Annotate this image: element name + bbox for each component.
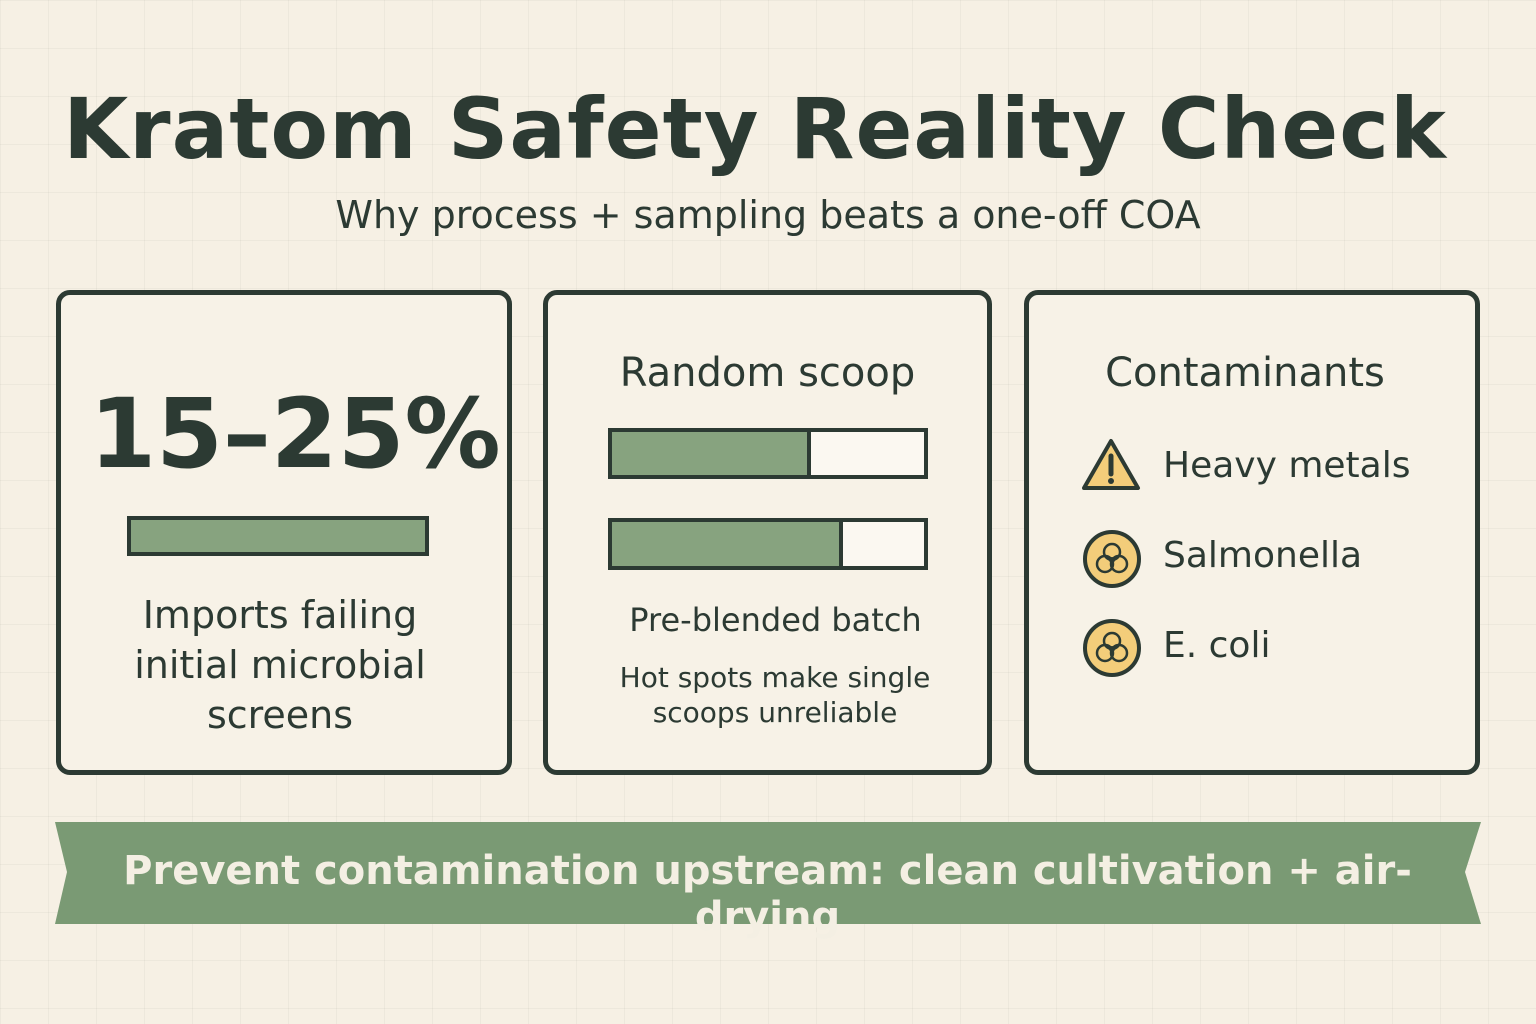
sample-bar — [608, 518, 928, 570]
card-title: Contaminants — [1105, 350, 1385, 396]
stat-caption: Imports failing initial microbial screen… — [134, 593, 426, 737]
contaminant: Heavy metals — [1163, 445, 1411, 486]
stat-bar — [127, 516, 429, 556]
biohazard-icon — [1083, 619, 1141, 677]
sample-bar — [608, 428, 928, 479]
card-note: Hot spots make single scoops unreliable — [619, 661, 931, 729]
title: Kratom Safety Reality Check — [63, 80, 1447, 178]
card-label: Pre-blended batch — [629, 601, 922, 639]
card-title: Random scoop — [619, 350, 916, 396]
contaminant: E. coli — [1163, 625, 1271, 666]
banner-text: Prevent contamination upstream: clean cu… — [123, 848, 1412, 940]
subtitle: Why process + sampling beats a one-off C… — [335, 193, 1201, 237]
stat-value: 15–25% — [89, 378, 501, 490]
contaminant: Salmonella — [1163, 535, 1363, 576]
biohazard-icon — [1083, 530, 1141, 588]
banner — [55, 822, 1481, 924]
warning-icon — [1082, 439, 1140, 490]
contaminants-card — [1024, 290, 1480, 775]
